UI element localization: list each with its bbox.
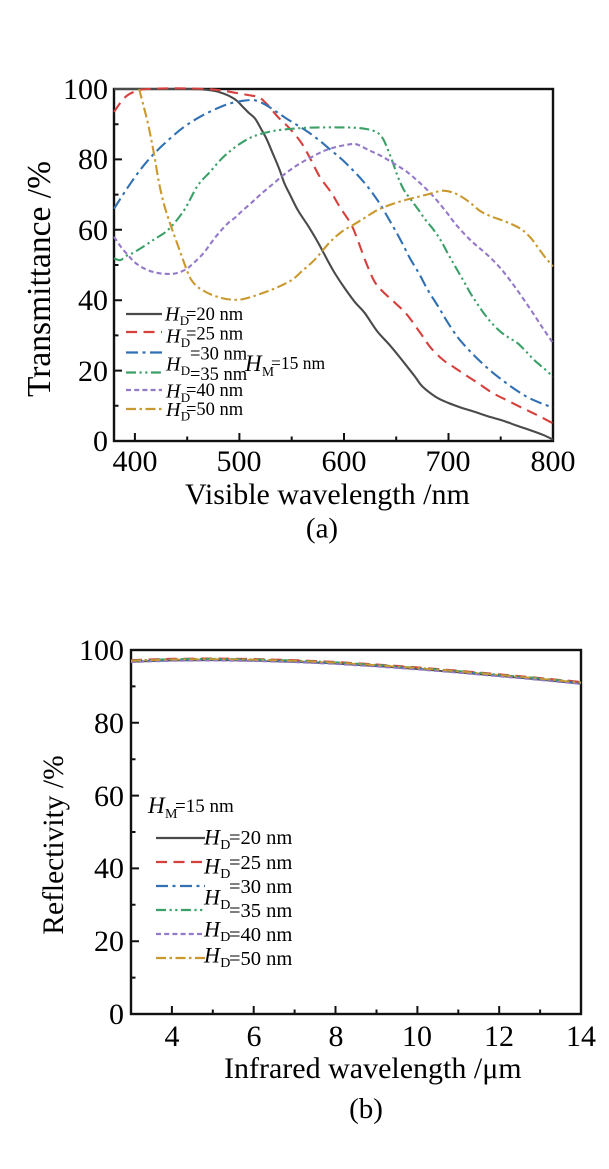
svg-text:10: 10 bbox=[402, 1020, 432, 1053]
svg-text:4: 4 bbox=[165, 1020, 180, 1053]
svg-text:=35 nm: =35 nm bbox=[229, 900, 292, 922]
svg-text:40: 40 bbox=[94, 852, 124, 885]
svg-text:Transmittance /%: Transmittance /% bbox=[21, 161, 58, 397]
svg-text:=40 nm: =40 nm bbox=[186, 381, 244, 401]
svg-text:(a): (a) bbox=[306, 513, 338, 545]
svg-text:=40 nm: =40 nm bbox=[229, 924, 292, 946]
svg-text:80: 80 bbox=[94, 707, 124, 740]
svg-text:0: 0 bbox=[93, 425, 108, 458]
svg-text:14: 14 bbox=[566, 1020, 596, 1053]
svg-text:M: M bbox=[165, 807, 178, 822]
svg-text:12: 12 bbox=[484, 1020, 514, 1053]
svg-text:H: H bbox=[165, 326, 182, 348]
svg-text:H: H bbox=[203, 884, 221, 909]
svg-text:=50 nm: =50 nm bbox=[186, 400, 244, 420]
svg-text:=35 nm: =35 nm bbox=[190, 365, 248, 385]
svg-text:40: 40 bbox=[78, 284, 108, 317]
svg-text:6: 6 bbox=[247, 1020, 262, 1053]
svg-text:8: 8 bbox=[329, 1020, 344, 1053]
svg-text:H: H bbox=[165, 381, 182, 403]
svg-text:100: 100 bbox=[63, 73, 108, 106]
svg-text:800: 800 bbox=[531, 445, 576, 478]
svg-text:100: 100 bbox=[79, 634, 124, 667]
svg-text:80: 80 bbox=[78, 143, 108, 176]
svg-text:400: 400 bbox=[113, 445, 158, 478]
svg-text:Infrared wavelength /μm: Infrared wavelength /μm bbox=[224, 1052, 522, 1085]
svg-text:H: H bbox=[203, 942, 221, 967]
svg-text:=20 nm: =20 nm bbox=[186, 305, 244, 325]
svg-text:D: D bbox=[180, 313, 189, 328]
svg-text:=15 nm: =15 nm bbox=[175, 796, 234, 817]
svg-text:700: 700 bbox=[426, 445, 471, 478]
svg-text:=30 nm: =30 nm bbox=[190, 345, 248, 365]
svg-text:H: H bbox=[165, 354, 182, 376]
svg-text:600: 600 bbox=[322, 445, 367, 478]
svg-text:H: H bbox=[164, 304, 181, 326]
svg-text:500: 500 bbox=[217, 445, 262, 478]
svg-text:60: 60 bbox=[78, 214, 108, 247]
svg-text:=20 nm: =20 nm bbox=[229, 827, 292, 849]
svg-text:60: 60 bbox=[94, 780, 124, 813]
svg-text:=50 nm: =50 nm bbox=[229, 948, 292, 970]
svg-text:H: H bbox=[203, 853, 221, 878]
svg-text:H: H bbox=[203, 824, 221, 849]
svg-text:D: D bbox=[181, 363, 190, 378]
svg-text:D: D bbox=[220, 930, 230, 945]
svg-text:Reflectivity /%: Reflectivity /% bbox=[38, 755, 70, 934]
svg-text:20: 20 bbox=[78, 355, 108, 388]
svg-text:=30 nm: =30 nm bbox=[229, 876, 292, 898]
svg-text:D: D bbox=[220, 956, 230, 971]
svg-text:D: D bbox=[181, 335, 190, 350]
svg-text:H: H bbox=[244, 351, 263, 376]
svg-text:Visible wavelength /nm: Visible wavelength /nm bbox=[185, 478, 470, 511]
svg-text:H: H bbox=[165, 399, 182, 421]
svg-text:20: 20 bbox=[94, 925, 124, 958]
svg-text:0: 0 bbox=[109, 998, 124, 1031]
svg-text:(b): (b) bbox=[349, 1093, 383, 1125]
svg-text:D: D bbox=[220, 867, 230, 882]
svg-text:D: D bbox=[220, 838, 230, 853]
svg-text:=25 nm: =25 nm bbox=[186, 325, 244, 345]
svg-text:M: M bbox=[262, 364, 274, 379]
svg-text:H: H bbox=[203, 916, 221, 941]
svg-text:D: D bbox=[181, 390, 190, 405]
svg-text:H: H bbox=[147, 793, 166, 818]
svg-text:D: D bbox=[181, 409, 190, 424]
svg-text:=25 nm: =25 nm bbox=[229, 852, 292, 874]
svg-text:D: D bbox=[220, 898, 230, 913]
svg-text:=15 nm: =15 nm bbox=[271, 353, 325, 373]
